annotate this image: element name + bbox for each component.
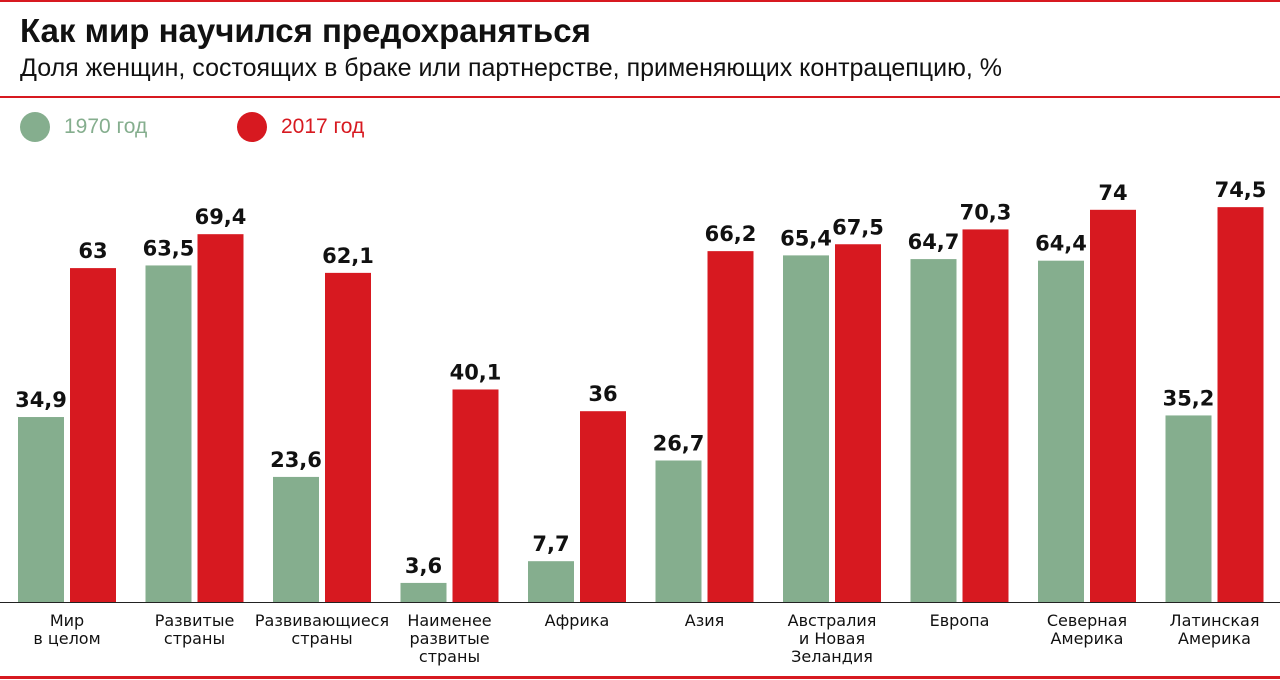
bar-1970-6 xyxy=(783,255,829,602)
bar-2017-0 xyxy=(70,268,116,602)
category-label-2-1: страны xyxy=(291,629,352,648)
category-label-9-1: Америка xyxy=(1178,629,1251,648)
legend-item-1970: 1970 год xyxy=(20,112,147,142)
value-label-1970-7: 64,7 xyxy=(908,230,960,254)
bar-2017-1 xyxy=(197,234,244,602)
category-label-0-0: Мир xyxy=(50,611,84,630)
value-label-2017-0: 63 xyxy=(78,239,107,263)
bar-1970-2 xyxy=(273,476,319,602)
legend-label-2017: 2017 год xyxy=(281,115,365,138)
value-label-1970-5: 26,7 xyxy=(653,431,705,455)
bar-2017-7 xyxy=(962,229,1009,602)
category-label-3-1: развитые xyxy=(409,629,489,648)
bar-2017-6 xyxy=(835,244,881,602)
bar-2017-5 xyxy=(707,251,754,602)
legend-label-1970: 1970 год xyxy=(64,115,148,138)
category-label-5-0: Азия xyxy=(685,611,724,630)
category-label-2-0: Развивающиеся xyxy=(255,611,389,630)
value-label-1970-6: 65,4 xyxy=(780,226,832,250)
value-label-2017-2: 62,1 xyxy=(322,244,374,268)
header-divider xyxy=(0,96,1280,98)
chart-subtitle: Доля женщин, состоящих в браке или партн… xyxy=(20,54,1002,82)
category-label-8-0: Северная xyxy=(1047,611,1127,630)
bar-2017-9 xyxy=(1217,207,1264,602)
bar-2017-8 xyxy=(1090,209,1136,603)
bar-1970-3 xyxy=(400,582,447,602)
legend-swatch-1970 xyxy=(20,112,50,142)
value-label-2017-7: 70,3 xyxy=(960,200,1012,224)
chart-title: Как мир научился предохраняться xyxy=(20,12,591,49)
value-label-2017-4: 36 xyxy=(588,382,617,406)
bar-1970-0 xyxy=(18,417,64,602)
value-label-1970-0: 34,9 xyxy=(15,388,67,412)
value-label-1970-8: 64,4 xyxy=(1035,232,1087,256)
value-label-1970-2: 23,6 xyxy=(270,448,322,472)
category-label-9-0: Латинская xyxy=(1170,611,1260,630)
bottom-accent-line xyxy=(0,676,1280,679)
category-label-8-1: Америка xyxy=(1051,629,1124,648)
category-label-3-0: Наименее xyxy=(407,611,491,630)
value-label-2017-8: 74 xyxy=(1098,181,1127,205)
bar-2017-4 xyxy=(580,411,626,602)
value-label-2017-9: 74,5 xyxy=(1215,178,1267,202)
bar-1970-7 xyxy=(910,259,957,602)
value-label-2017-6: 67,5 xyxy=(832,215,884,239)
legend-item-2017: 2017 год xyxy=(237,112,364,142)
bar-1970-5 xyxy=(655,460,702,602)
value-label-1970-1: 63,5 xyxy=(143,236,195,260)
top-accent-line xyxy=(0,0,1280,2)
value-label-1970-9: 35,2 xyxy=(1163,386,1215,410)
category-label-6-0: Австралия xyxy=(788,611,877,630)
category-label-0-1: в целом xyxy=(33,629,100,648)
category-label-3-2: страны xyxy=(419,647,480,666)
value-label-2017-3: 40,1 xyxy=(450,360,502,384)
value-label-2017-1: 69,4 xyxy=(195,205,247,229)
value-label-1970-4: 7,7 xyxy=(532,532,569,556)
bar-1970-9 xyxy=(1165,415,1212,602)
bar-1970-8 xyxy=(1038,260,1084,602)
category-label-6-2: Зеландия xyxy=(791,647,873,666)
bar-2017-2 xyxy=(325,272,371,602)
legend-swatch-2017 xyxy=(237,112,267,142)
bar-2017-3 xyxy=(452,389,499,602)
bar-1970-1 xyxy=(145,265,192,602)
category-label-4-0: Африка xyxy=(545,611,610,630)
value-label-2017-5: 66,2 xyxy=(705,222,757,246)
category-label-1-1: страны xyxy=(164,629,225,648)
value-label-1970-3: 3,6 xyxy=(405,554,442,578)
category-label-1-0: Развитые xyxy=(155,611,235,630)
category-label-6-1: и Новая xyxy=(799,629,865,648)
bar-1970-4 xyxy=(528,561,574,602)
category-label-7-0: Европа xyxy=(930,611,990,630)
